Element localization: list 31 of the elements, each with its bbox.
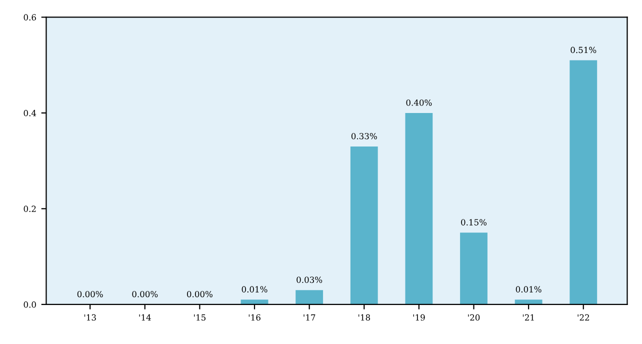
- x-tick-label: '22: [578, 314, 590, 320]
- y-tick-label: 0.6: [24, 14, 36, 20]
- data-label: 0.51%: [570, 46, 596, 54]
- x-tick-label: '16: [248, 314, 260, 321]
- bar: [405, 112, 433, 304]
- data-label: 0.00%: [187, 290, 212, 298]
- x-tick-label: '19: [413, 314, 425, 321]
- y-tick-label: 0.0: [24, 301, 36, 308]
- bar: [514, 300, 542, 304]
- y-tick-label: 0.4: [24, 110, 36, 116]
- x-tick-label: '14: [139, 314, 151, 320]
- data-label: 0.00%: [77, 290, 103, 298]
- x-tick-label: '13: [84, 314, 96, 321]
- data-label: 0.40%: [406, 99, 432, 106]
- data-label: 0.00%: [132, 290, 158, 298]
- x-tick-label: '18: [358, 314, 370, 321]
- data-label: 0.15%: [461, 219, 487, 226]
- bar: [350, 146, 378, 304]
- x-tick-label: '20: [468, 314, 480, 321]
- data-label: 0.01%: [242, 286, 268, 292]
- data-label: 0.33%: [351, 132, 377, 140]
- data-label: 0.01%: [516, 286, 542, 292]
- bar: [570, 60, 598, 304]
- bar: [460, 232, 488, 304]
- y-tick-label: 0.2: [24, 206, 36, 212]
- bar: [296, 290, 324, 304]
- x-tick-label: '17: [304, 314, 316, 320]
- x-tick-label: '21: [522, 314, 534, 320]
- bar: [240, 300, 268, 304]
- x-tick-label: '15: [194, 314, 206, 321]
- data-label: 0.03%: [296, 276, 322, 283]
